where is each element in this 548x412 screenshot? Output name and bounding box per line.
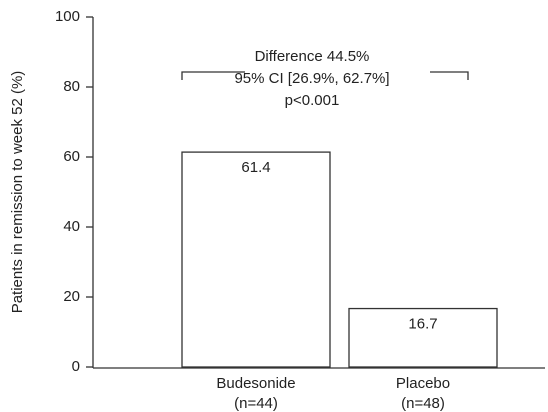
value-label: 16.7 [408,316,437,333]
y-tick-label: 0 [72,358,80,375]
value-label: 61.4 [241,159,270,176]
bar [348,307,498,368]
x-tick-label: Budesonide [216,375,295,392]
y-tick-label: 100 [55,8,80,25]
bracket [181,71,469,80]
y-tick-label: 60 [63,148,80,165]
bar [181,151,331,368]
y-tick-label: 80 [63,78,80,95]
y-tick-label: 20 [63,288,80,305]
x-tick-note: (n=44) [234,395,278,412]
annotation: Difference 44.5% [255,48,370,65]
x-tick-label: Placebo [396,375,450,392]
annotation: 95% CI [26.9%, 62.7%] [234,70,389,87]
y-axis-label: Patients in remission to week 52 (%) [9,71,26,314]
annotation: p<0.001 [285,92,340,109]
x-tick-note: (n=48) [401,395,445,412]
y-tick-label: 40 [63,218,80,235]
